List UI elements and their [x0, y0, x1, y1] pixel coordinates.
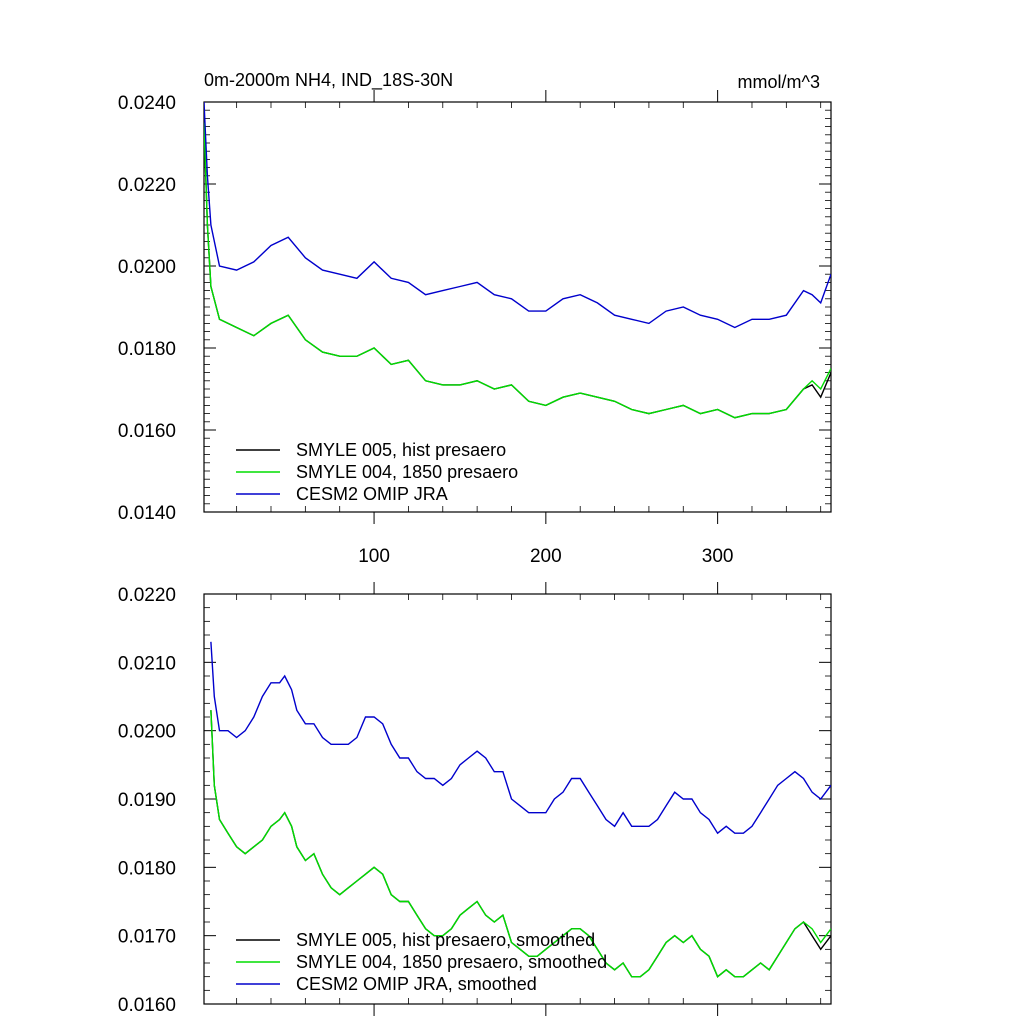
bottom-ytick-label: 0.0220 [118, 585, 176, 606]
top-series-line-1 [204, 122, 831, 419]
top-ytick-label: 0.0240 [118, 93, 176, 114]
bottom-panel: 0.0160 0.0170 0.0180 0.0190 0.0200 0.0210 0.02… [118, 582, 832, 1016]
bottom-ytick-label: 0.0190 [118, 790, 176, 811]
top-legend-label: SMYLE 004, 1850 presaero [296, 462, 518, 482]
top-ytick-label: 0.0140 [118, 503, 176, 524]
top-ytick-label: 0.0200 [118, 257, 176, 278]
bottom-legend-label: CESM2 OMIP JRA, smoothed [296, 974, 537, 994]
top-series-line-0 [204, 122, 831, 419]
top-ytick-label: 0.0160 [118, 421, 176, 442]
bottom-ytick-label: 0.0180 [118, 858, 176, 879]
bottom-series-line-1 [210, 710, 831, 978]
units-label: mmol/m^3 [738, 72, 820, 92]
bottom-ytick-label: 0.0210 [118, 653, 176, 674]
bottom-legend-label: SMYLE 005, hist presaero, smoothed [296, 930, 595, 950]
top-panel: 0.0140 0.0160 0.0180 0.0200 0.0220 0.0240 100 2… [118, 90, 832, 567]
bottom-legend-label: SMYLE 004, 1850 presaero, smoothed [296, 952, 607, 972]
top-xtick-label: 200 [530, 546, 562, 567]
top-series-line-2 [204, 102, 831, 329]
top-legend-label: SMYLE 005, hist presaero [296, 440, 506, 460]
chart-title: 0m-2000m NH4, IND_18S-30N [204, 70, 453, 91]
top-xtick-label: 300 [702, 546, 734, 567]
top-ytick-label: 0.0220 [118, 175, 176, 196]
top-xtick-label: 100 [358, 546, 390, 567]
top-ytick-label: 0.0180 [118, 339, 176, 360]
bottom-ytick-label: 0.0160 [118, 995, 176, 1016]
bottom-series-line-2 [210, 641, 831, 835]
bottom-ytick-label: 0.0200 [118, 722, 176, 743]
top-legend-label: CESM2 OMIP JRA [296, 484, 448, 504]
bottom-ytick-label: 0.0170 [118, 927, 176, 948]
